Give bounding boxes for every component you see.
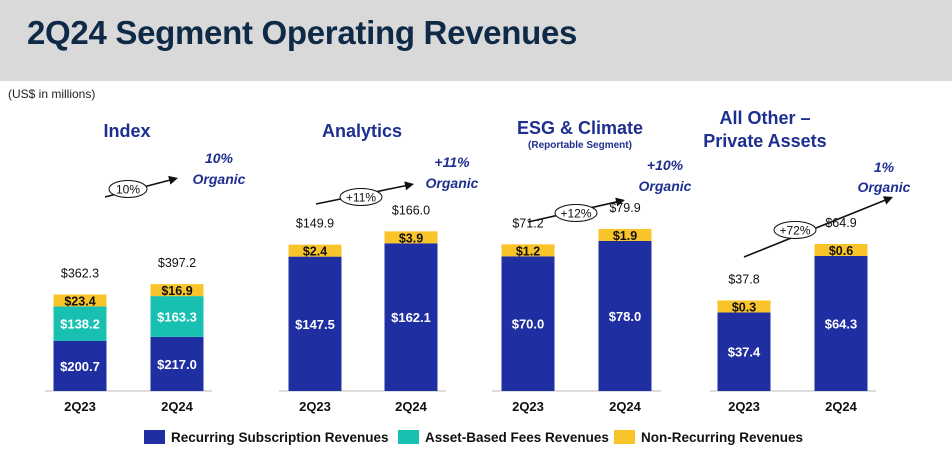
p1-label-2Q24-non-recurring: $3.9 xyxy=(399,231,423,245)
p0-growth-oval xyxy=(108,180,148,198)
p1-total-2Q23: $149.9 xyxy=(296,217,334,231)
p1-total-2Q24: $166.0 xyxy=(392,203,430,217)
p1-growth-oval xyxy=(339,188,383,206)
legend-item-asset-based: Asset-Based Fees Revenues xyxy=(398,428,609,446)
p3-tick-2Q24: 2Q24 xyxy=(825,399,858,414)
legend-item-non-recurring: Non-Recurring Revenues xyxy=(614,428,803,446)
p2-growth-oval xyxy=(554,204,598,222)
p1-bar-2Q24-recurring xyxy=(384,243,438,391)
p0-growth-arrowhead xyxy=(168,175,178,185)
p1-growth-label: +11% xyxy=(346,191,376,205)
p1-bar-2Q23-recurring xyxy=(288,256,342,391)
p0-total-2Q24: $397.2 xyxy=(158,256,196,270)
p0-bar-2Q24-recurring xyxy=(150,336,204,391)
panel-subtitle-esg: (Reportable Segment) xyxy=(528,140,632,151)
p0-label-2Q23-asset-based: $138.2 xyxy=(60,317,100,332)
p1-label-2Q23-non-recurring: $2.4 xyxy=(303,245,327,259)
p2-label-2Q24-recurring: $78.0 xyxy=(609,309,642,324)
p3-organic-word: Organic xyxy=(858,179,911,195)
p0-label-2Q23-non-recurring: $23.4 xyxy=(64,294,95,308)
p2-tick-2Q24: 2Q24 xyxy=(609,399,642,414)
p0-organic-pct: 10% xyxy=(205,150,234,166)
p0-bar-2Q24-non-recurring xyxy=(150,284,204,297)
p0-bar-2Q23-recurring xyxy=(53,340,107,391)
panel-title-index: Index xyxy=(103,121,151,141)
p3-tick-2Q23: 2Q23 xyxy=(728,399,760,414)
p2-growth-label: +12% xyxy=(560,207,591,221)
p0-bar-2Q23-asset-based xyxy=(53,306,107,341)
legend-label-recurring: Recurring Subscription Revenues xyxy=(171,429,389,445)
p3-label-2Q23-recurring: $37.4 xyxy=(728,345,761,360)
units-note: (US$ in millions) xyxy=(8,87,96,101)
p2-label-2Q23-recurring: $70.0 xyxy=(512,317,545,332)
p3-growth-oval xyxy=(773,221,817,239)
p2-organic-word: Organic xyxy=(639,178,692,194)
p3-organic-pct: 1% xyxy=(874,159,895,175)
p3-total-2Q24: $64.9 xyxy=(825,216,856,230)
panel-title-other-line2: Private Assets xyxy=(703,131,827,151)
p1-tick-2Q24: 2Q24 xyxy=(395,399,428,414)
p0-bar-2Q24-asset-based xyxy=(150,296,204,337)
p3-label-2Q24-non-recurring: $0.6 xyxy=(829,244,853,258)
p0-total-2Q23: $362.3 xyxy=(61,266,99,280)
p0-tick-2Q23: 2Q23 xyxy=(64,399,96,414)
legend-label-non-recurring: Non-Recurring Revenues xyxy=(641,429,804,445)
p3-total-2Q23: $37.8 xyxy=(728,272,759,286)
p3-growth-arrowhead xyxy=(882,196,893,205)
p2-bar-2Q23-non-recurring xyxy=(501,244,555,257)
legend-swatch-recurring xyxy=(144,430,165,444)
p3-label-2Q23-non-recurring: $0.3 xyxy=(732,300,756,314)
panel-title-other-line1: All Other – xyxy=(719,108,811,128)
legend-label-asset-based: Asset-Based Fees Revenues xyxy=(425,429,609,445)
p2-label-2Q23-non-recurring: $1.2 xyxy=(516,244,540,258)
p1-growth-arrowhead xyxy=(404,181,414,191)
p3-growth-label: +72% xyxy=(779,224,810,238)
p0-label-2Q24-recurring: $217.0 xyxy=(157,357,197,372)
p3-label-2Q24-recurring: $64.3 xyxy=(825,316,858,331)
legend-item-recurring: Recurring Subscription Revenues xyxy=(144,428,389,446)
p2-growth-arrowhead xyxy=(615,197,625,207)
p1-bar-2Q24-non-recurring xyxy=(384,231,438,244)
p0-label-2Q24-non-recurring: $16.9 xyxy=(161,284,192,298)
p0-growth-label: 10% xyxy=(116,183,140,197)
legend: Recurring Subscription Revenues Asset-Ba… xyxy=(0,428,952,448)
p1-label-2Q24-recurring: $162.1 xyxy=(391,310,431,325)
p2-bar-2Q24-recurring xyxy=(598,240,652,391)
legend-swatch-asset-based xyxy=(398,430,419,444)
p2-bar-2Q24-non-recurring xyxy=(598,228,652,241)
p2-organic-pct: +10% xyxy=(647,157,684,173)
p0-bar-2Q23-non-recurring xyxy=(53,294,107,307)
p1-bar-2Q23-non-recurring xyxy=(288,244,342,257)
p3-bar-2Q24-recurring xyxy=(814,255,868,391)
p1-organic-word: Organic xyxy=(426,175,479,191)
p2-bar-2Q23-recurring xyxy=(501,256,555,391)
p1-organic-pct: +11% xyxy=(434,154,470,170)
p0-label-2Q23-recurring: $200.7 xyxy=(60,359,100,374)
p3-bar-2Q23-recurring xyxy=(717,312,771,391)
header-bar: 2Q24 Segment Operating Revenues xyxy=(0,0,952,81)
p2-label-2Q24-non-recurring: $1.9 xyxy=(613,229,637,243)
panel-title-esg: ESG & Climate xyxy=(516,118,644,138)
p0-tick-2Q24: 2Q24 xyxy=(161,399,194,414)
p2-tick-2Q23: 2Q23 xyxy=(512,399,544,414)
p0-label-2Q24-asset-based: $163.3 xyxy=(157,309,197,324)
panel-title-analytics: Analytics xyxy=(321,121,403,141)
p0-organic-word: Organic xyxy=(193,171,246,187)
p3-bar-2Q23-non-recurring xyxy=(717,300,771,313)
p1-label-2Q23-recurring: $147.5 xyxy=(295,317,335,332)
p1-tick-2Q23: 2Q23 xyxy=(299,399,331,414)
p2-total-2Q23: $71.2 xyxy=(512,216,543,230)
legend-swatch-non-recurring xyxy=(614,430,635,444)
page-title: 2Q24 Segment Operating Revenues xyxy=(27,14,578,51)
p3-bar-2Q24-non-recurring xyxy=(814,243,868,256)
